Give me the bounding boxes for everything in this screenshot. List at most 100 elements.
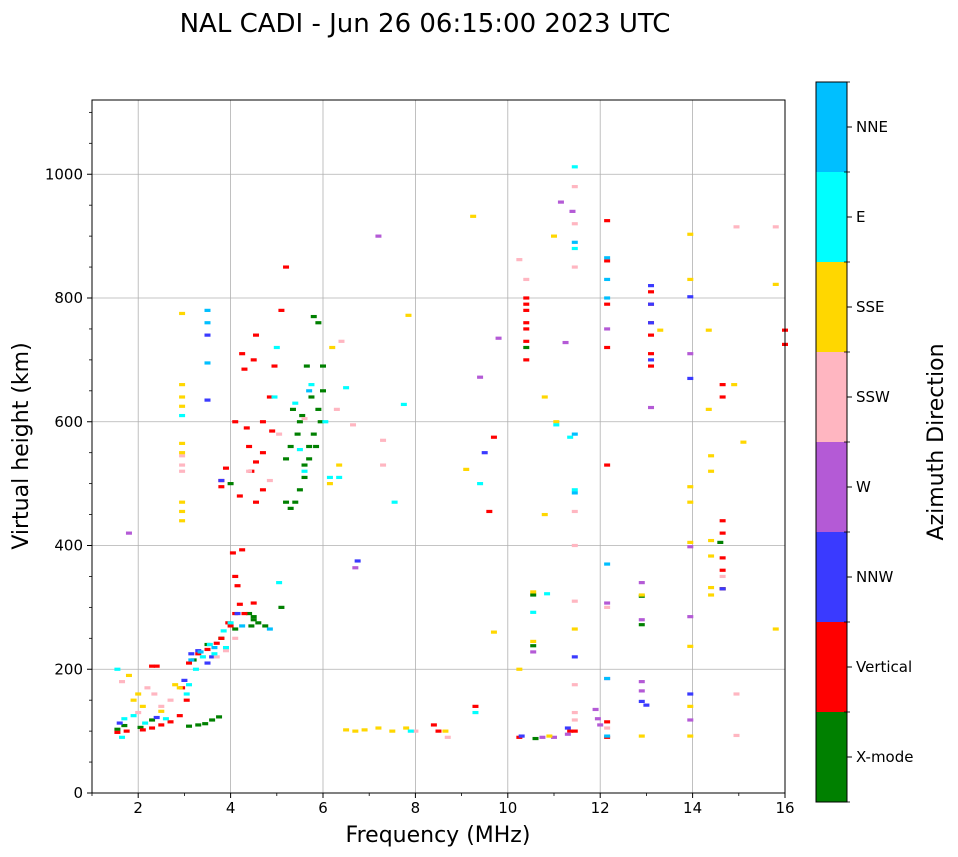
data-point (222, 645, 229, 650)
data-point (218, 485, 225, 489)
data-point (179, 500, 186, 504)
data-point (648, 284, 655, 288)
data-point (687, 485, 694, 489)
data-point (236, 494, 243, 498)
data-point (186, 661, 193, 665)
colorbar-tick-label: NNE (856, 118, 888, 136)
data-point (313, 444, 320, 449)
data-point (179, 395, 186, 399)
colorbar-frame (815, 81, 848, 803)
data-point (299, 413, 306, 418)
data-point (292, 500, 299, 504)
y-tick-label: 600 (54, 413, 83, 431)
data-point (772, 282, 779, 286)
data-point (687, 500, 694, 504)
data-point (227, 482, 234, 486)
data-point (562, 340, 569, 345)
data-point (719, 531, 726, 535)
data-point (283, 457, 290, 461)
y-tick-label: 400 (54, 537, 83, 555)
data-point (523, 302, 530, 306)
data-point (708, 469, 715, 473)
data-point (571, 185, 578, 189)
data-point (772, 225, 779, 229)
data-point (719, 519, 726, 523)
colorbar-segment (816, 712, 847, 802)
data-point (380, 438, 387, 442)
data-point (477, 482, 484, 486)
data-point (317, 420, 324, 424)
data-point (250, 601, 257, 605)
data-point (375, 726, 382, 730)
data-point (516, 667, 523, 671)
data-point (239, 352, 246, 356)
data-point (250, 358, 257, 362)
data-point (523, 321, 530, 325)
data-point (204, 361, 211, 365)
data-point (523, 339, 530, 343)
data-point (719, 587, 726, 591)
x-tick-label: 14 (683, 799, 702, 817)
data-point (306, 444, 313, 449)
data-point (430, 723, 437, 727)
colorbar-tick-label: Vertical (856, 658, 912, 676)
colorbar-tick-label: E (856, 208, 865, 226)
data-point (687, 295, 694, 299)
data-point (687, 692, 694, 696)
data-point (167, 720, 174, 724)
data-point (708, 593, 715, 597)
data-point (638, 581, 645, 585)
data-point (329, 345, 336, 350)
data-point (266, 627, 273, 631)
data-point (708, 454, 715, 458)
data-point (276, 432, 283, 436)
colorbar-segment (816, 172, 847, 262)
data-point (604, 345, 611, 350)
data-point (389, 729, 396, 733)
data-point (733, 692, 740, 696)
data-point (158, 709, 165, 713)
data-point (336, 475, 343, 480)
data-point (719, 574, 726, 579)
data-point (516, 258, 523, 262)
data-point (687, 644, 694, 648)
data-point (553, 420, 560, 424)
data-point (705, 328, 712, 332)
data-point (232, 627, 239, 631)
data-point (403, 726, 410, 730)
data-point (241, 611, 248, 616)
data-point (250, 618, 257, 622)
data-point (597, 723, 604, 727)
data-point (306, 457, 313, 461)
data-point (315, 321, 322, 325)
data-point (232, 574, 239, 579)
data-point (567, 435, 574, 439)
x-tick-label: 16 (775, 799, 794, 817)
colorbar-tick-label: W (856, 478, 871, 496)
data-points (114, 165, 788, 741)
series-sse (125, 214, 779, 738)
data-point (139, 704, 146, 708)
axis-ticks: 2 4 6 8 10 12 14 16 0 200 400 600 800 1000 (45, 111, 795, 817)
data-point (179, 509, 186, 514)
data-point (541, 512, 548, 517)
data-point (604, 219, 611, 223)
data-point (638, 593, 645, 597)
data-point (772, 627, 779, 631)
data-point (648, 364, 655, 368)
data-point (643, 703, 650, 707)
data-point (571, 240, 578, 244)
data-point (278, 605, 285, 609)
data-point (687, 352, 694, 356)
data-point (708, 554, 715, 558)
data-point (604, 259, 611, 263)
data-point (490, 630, 497, 634)
data-point (551, 234, 557, 238)
data-point (310, 314, 317, 319)
data-point (326, 475, 333, 480)
data-point (218, 478, 225, 483)
data-point (183, 692, 190, 696)
data-point (687, 545, 694, 549)
data-point (315, 407, 322, 411)
data-point (172, 683, 179, 687)
